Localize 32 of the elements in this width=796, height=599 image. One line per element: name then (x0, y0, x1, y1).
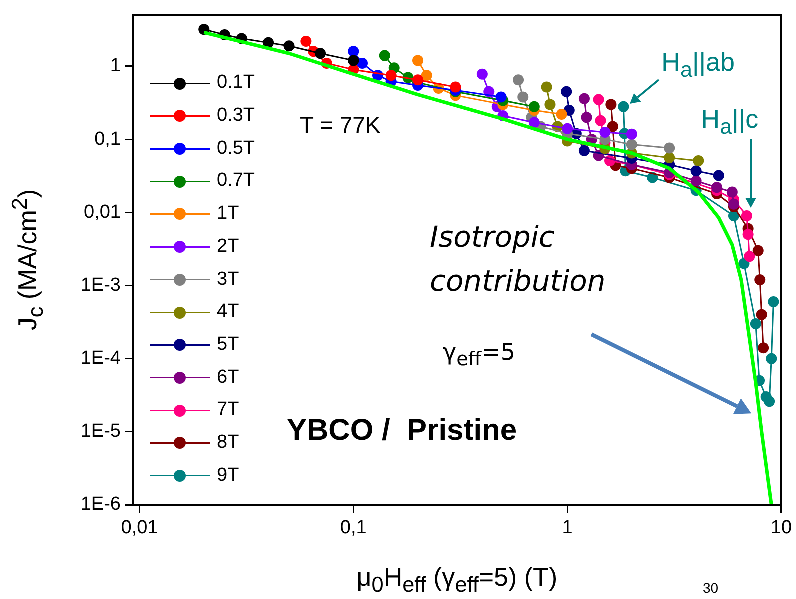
y-tick-label: 1E-5 (80, 421, 121, 442)
legend-label: 0.5T (217, 136, 256, 161)
legend-label: 3T (217, 268, 240, 292)
annotation: YBCO / Pristine (287, 414, 518, 448)
legend-label: 5T (217, 332, 240, 357)
y-tick-label: 1E-6 (80, 494, 121, 516)
y-tick-label: 1E-4 (80, 348, 122, 370)
x-tick-label: 0,01 (121, 518, 158, 539)
legend-label: 0.3T (217, 104, 256, 128)
annotation: T = 77K (300, 112, 381, 139)
legend-label: 9T (217, 464, 240, 488)
annotation: Isotropic contribution (430, 219, 607, 300)
annotation: H$_{a}$||c (701, 104, 759, 140)
y-tick-label: 1E-3 (80, 274, 121, 296)
legend-label: 4T (217, 300, 240, 324)
y-tick-label: 0,1 (94, 128, 121, 150)
x-tick-label: 1 (562, 518, 573, 539)
legend-label: 0.1T (217, 71, 256, 96)
legend-label: 6T (217, 366, 240, 390)
legend-label: 2T (217, 234, 240, 259)
legend-label: 8T (217, 430, 240, 455)
x-axis-title: μ$_{0}$H$_{eff}$ (γ$_{eff}$=5) (T) (356, 562, 558, 598)
x-tick-label: 0,1 (340, 518, 367, 539)
y-tick-label: 1 (110, 56, 121, 77)
legend-label: 0.7T (217, 169, 256, 194)
annotation: H$_{a}$||ab (662, 46, 735, 84)
legend-label: 1T (217, 202, 240, 226)
legend-label: 7T (217, 398, 240, 422)
x-tick-label: 10 (770, 518, 792, 539)
annotation: γ$_{eff}$=5 (443, 340, 516, 371)
text: 30 (703, 580, 719, 596)
y-tick-label: 0,01 (84, 202, 121, 223)
